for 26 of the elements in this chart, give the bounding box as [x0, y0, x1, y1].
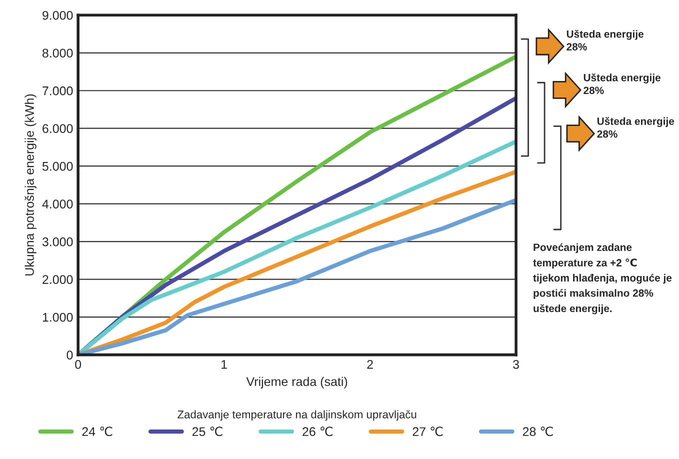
legend-label: 27 ℃ — [412, 426, 443, 436]
text: Povećanjem zadane temperature za +2 ℃ tijekom hlađenja, moguće je postići maksimalno 28% uštede energije. — [533, 243, 672, 314]
x-tick-label: 2 — [367, 360, 373, 369]
y-tick-label: 6.000 — [42, 124, 73, 134]
legend-label: 25 ℃ — [192, 426, 222, 436]
y-tick-label: 2.000 — [42, 275, 73, 284]
y-axis-title: Ukupna potrošnja energije (kWh) — [24, 94, 36, 276]
y-tick-label: 8.000 — [42, 48, 73, 58]
text: Ušteda energije 28% — [566, 30, 644, 50]
y-tick-label: 9.000 — [42, 10, 73, 20]
x-tick-label: 0 — [75, 360, 82, 369]
text: Ušteda energije 28% — [597, 117, 674, 138]
y-tick-label: 7.000 — [42, 86, 73, 96]
y-tick-label: 3.000 — [42, 237, 73, 246]
y-tick-label: 4.000 — [42, 200, 73, 208]
legend-title: Zadavanje temperature na daljinskom upravljaču — [178, 410, 416, 421]
x-tick-label: 1 — [222, 360, 227, 369]
text: Ušteda energije 28% — [584, 73, 660, 94]
x-tick-label: 3 — [513, 360, 519, 369]
y-tick-label: 1.000 — [42, 312, 73, 322]
legend-label: 26 ℃ — [302, 426, 333, 436]
y-tick-label: 0 — [66, 350, 73, 360]
y-tick-label: 5.000 — [42, 162, 73, 171]
legend-label: 28 ℃ — [522, 426, 553, 436]
x-axis-title: Vrijeme rada (sati) — [246, 376, 348, 389]
legend-label: 24 ℃ — [82, 426, 112, 436]
